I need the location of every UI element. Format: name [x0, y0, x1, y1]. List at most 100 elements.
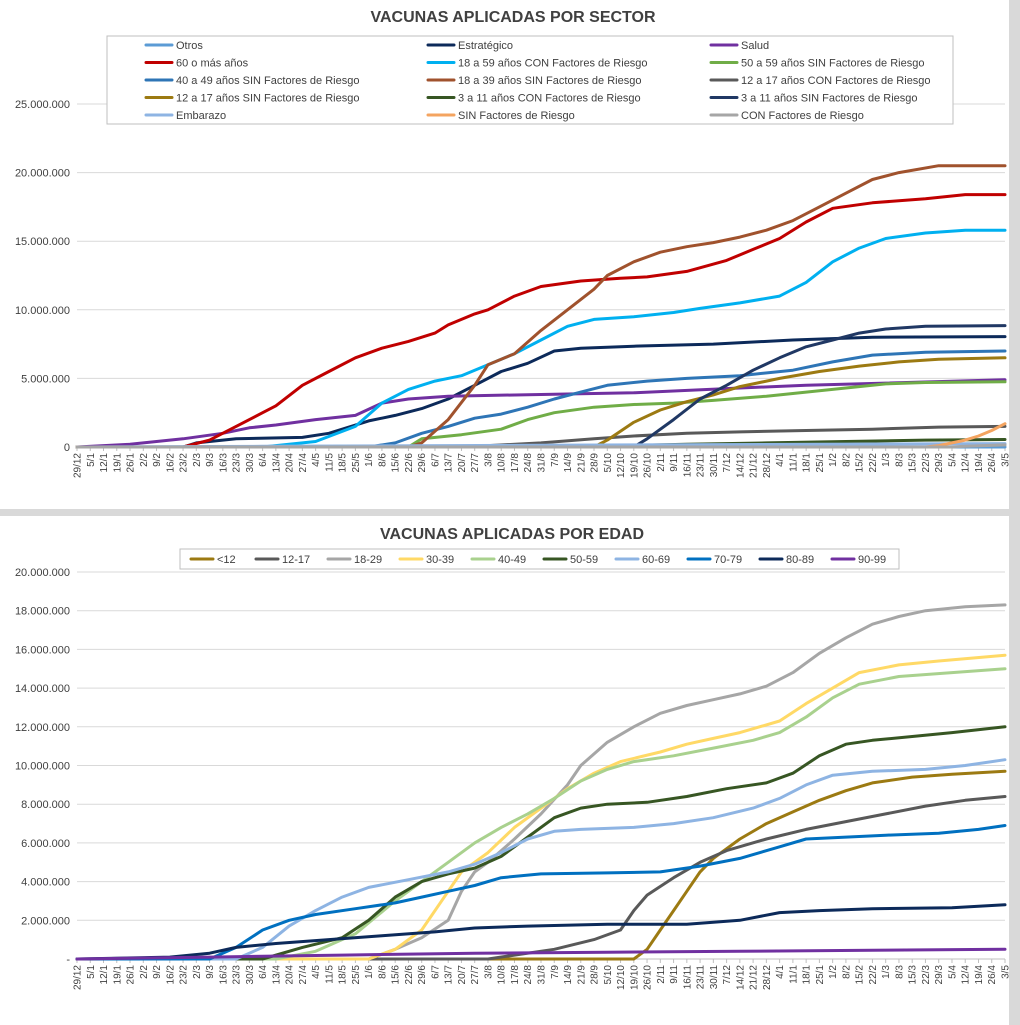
x-tick-label: 28/12 [762, 453, 773, 478]
x-tick-label: 19/4 [974, 453, 985, 473]
x-tick-label: 25/5 [351, 965, 362, 985]
x-tick-label: 27/4 [298, 965, 309, 985]
x-tick-label: 26/1 [126, 965, 137, 985]
x-tick-label: 10/8 [497, 453, 508, 473]
x-tick-label: 23/3 [232, 453, 243, 473]
x-tick-label: 3/8 [483, 965, 494, 979]
x-tick-label: 25/1 [815, 965, 826, 985]
legend-label-con-factores-de-riesgo: CON Factores de Riesgo [741, 110, 864, 122]
x-tick-label: 24/8 [523, 965, 534, 985]
legend-label-salud: Salud [741, 40, 769, 52]
series-line-12-a-17-anos-sin-factores-de-riesgo [75, 356, 1007, 449]
x-tick-label: 19/10 [629, 453, 640, 478]
x-tick-label: 16/3 [218, 453, 229, 473]
x-tick-label: 28/12 [762, 965, 773, 990]
chart-edad-legend: <12 12-17 18-29 30-39 40-49 50-59 60-69 70-79 80… [189, 554, 886, 566]
legend-label-40-49: 40-49 [498, 554, 526, 566]
x-tick-label: 4/1 [775, 965, 786, 979]
chart-sector-series [75, 164, 1007, 449]
x-tick-label: 27/4 [298, 453, 309, 473]
x-tick-label: 11/1 [788, 965, 799, 984]
x-tick-label: 16/2 [165, 965, 176, 985]
x-tick-label: 9/11 [669, 965, 680, 984]
x-tick-label: 21/9 [576, 965, 587, 985]
series-line-3-a-11-anos-sin-factores-de-riesgo [75, 324, 1007, 449]
x-tick-label: 18/5 [338, 965, 349, 985]
x-tick-label: 29/6 [417, 965, 428, 985]
legend-label-12-a-17-anos-con-factores-de-riesgo: 12 a 17 años CON Factores de Riesgo [741, 75, 931, 87]
x-tick-label: 29/6 [417, 453, 428, 473]
y-tick-label: 12.000.000 [15, 722, 70, 734]
x-tick-label: 12/10 [616, 453, 627, 478]
x-tick-label: 28/9 [590, 965, 601, 985]
chart-edad-y-ticks: - 2.000.000 4.000.000 6.000.000 8.000.000 10.… [15, 567, 70, 966]
x-tick-label: 4/5 [311, 965, 322, 979]
y-tick-label: 8.000.000 [21, 799, 70, 811]
series-line-60-o-mas-anos [75, 193, 1007, 449]
x-tick-label: 26/4 [987, 965, 998, 985]
x-tick-label: 30/3 [245, 965, 256, 985]
chart-sector-y-ticks: 0 5.000.000 10.000.000 15.000.000 20.000.000… [15, 99, 70, 454]
y-tick-label: 20.000.000 [15, 168, 70, 180]
x-tick-label: 16/2 [165, 453, 176, 473]
x-tick-label: 14/12 [735, 453, 746, 478]
x-tick-label: 3/5 [1001, 453, 1010, 467]
x-tick-label: 3/8 [483, 453, 494, 467]
x-tick-label: 14/9 [563, 965, 574, 985]
x-tick-label: 22/3 [921, 453, 932, 473]
x-tick-label: 14/9 [563, 453, 574, 473]
chart-edad-series [75, 603, 1007, 961]
x-tick-label: 2/11 [656, 453, 667, 472]
x-tick-label: 17/8 [510, 965, 521, 985]
chart-sector: VACUNAS APLICADAS POR SECTOR 0 5.000.000 1… [0, 0, 1009, 509]
legend-label-12-17: 12-17 [282, 554, 310, 566]
x-tick-label: 6/4 [258, 965, 269, 979]
x-tick-label: 23/2 [179, 965, 190, 985]
series-line-con-factores-de-riesgo [75, 443, 1007, 449]
x-tick-label: 19/1 [112, 453, 123, 473]
legend-label-embarazo: Embarazo [176, 110, 226, 122]
x-tick-label: 29/12 [73, 453, 84, 478]
y-tick-label: 10.000.000 [15, 305, 70, 317]
x-tick-label: 1/3 [881, 453, 892, 467]
x-tick-label: 1/6 [364, 453, 375, 467]
y-tick-label: - [66, 954, 70, 966]
y-tick-label: 14.000.000 [15, 683, 70, 695]
x-tick-label: 21/12 [749, 453, 760, 478]
x-tick-label: 17/8 [510, 453, 521, 473]
series-line-70-79 [75, 824, 1007, 961]
series-line-12-17 [75, 795, 1007, 961]
x-tick-label: 23/11 [696, 965, 707, 990]
y-tick-label: 4.000.000 [21, 877, 70, 889]
x-tick-label: 1/2 [828, 965, 839, 979]
series-line-90-99 [75, 947, 1007, 961]
chart-sector-title: VACUNAS APLICADAS POR SECTOR [370, 9, 656, 26]
x-tick-label: 29/12 [73, 965, 84, 990]
chart-edad-panel: VACUNAS APLICADAS POR EDAD - 2.000.000 4.0… [0, 516, 1009, 1025]
chart-edad-legend-box [179, 548, 900, 570]
x-tick-label: 31/8 [537, 965, 548, 985]
x-tick-label: 12/1 [99, 965, 110, 985]
x-tick-label: 15/2 [855, 965, 866, 985]
x-tick-label: 13/4 [271, 965, 282, 985]
legend-label-70-79: 70-79 [714, 554, 742, 566]
x-tick-label: 12/4 [961, 453, 972, 473]
x-tick-label: 20/7 [457, 453, 468, 473]
x-tick-label: 25/5 [351, 453, 362, 473]
x-tick-label: 7/12 [722, 965, 733, 985]
x-tick-label: 2/2 [139, 453, 150, 467]
x-tick-label: 13/7 [444, 453, 455, 473]
x-tick-label: 6/7 [430, 965, 441, 979]
x-tick-label: 13/4 [271, 453, 282, 473]
x-tick-label: 16/11 [682, 453, 693, 478]
x-tick-label: 26/10 [643, 453, 654, 478]
x-tick-label: 12/10 [616, 965, 627, 990]
x-tick-label: 19/1 [112, 965, 123, 985]
chart-sector-panel: VACUNAS APLICADAS POR SECTOR 0 5.000.000 1… [0, 0, 1009, 509]
y-tick-label: 16.000.000 [15, 644, 70, 656]
legend-label-80-89: 80-89 [786, 554, 814, 566]
x-tick-label: 9/3 [205, 965, 216, 979]
x-tick-label: 21/9 [576, 453, 587, 473]
x-tick-label: 29/3 [934, 965, 945, 985]
x-tick-label: 15/6 [391, 453, 402, 473]
